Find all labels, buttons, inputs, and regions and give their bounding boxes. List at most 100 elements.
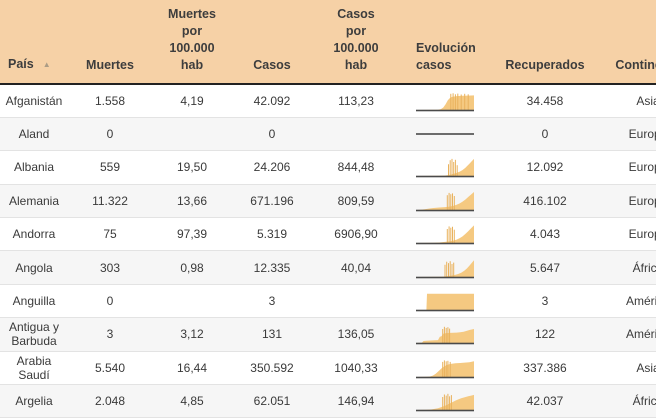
cell-evolucion	[400, 317, 480, 352]
sparkline-area	[416, 293, 474, 311]
cell-muertes: 11.322	[68, 184, 152, 219]
table-row: Anguilla033América	[0, 284, 656, 319]
cell-continente: Europa	[610, 217, 656, 252]
cell-evolucion	[400, 84, 480, 118]
sparkline-baseline	[416, 309, 474, 312]
column-header-label: País	[8, 57, 34, 71]
cell-muertes_100k: 4,85	[152, 384, 232, 419]
cell-evolucion	[400, 117, 480, 152]
sparkline-area	[416, 329, 474, 344]
cases-evolution-sparkline	[416, 133, 474, 135]
cell-recuperados: 12.092	[480, 150, 610, 185]
cell-casos_100k	[312, 117, 400, 152]
cell-pais: Afganistán	[0, 84, 68, 118]
cases-evolution-sparkline	[416, 93, 474, 112]
cell-pais: Antigua y Barbuda	[0, 317, 68, 352]
cell-muertes_100k: 19,50	[152, 150, 232, 185]
column-header-label: Recuperados	[505, 58, 585, 72]
cell-continente: Europa	[610, 117, 656, 152]
column-header-muertes[interactable]: Muertes	[68, 0, 152, 85]
column-header-muertes_100k[interactable]: Muertes por 100.000 hab	[152, 0, 232, 85]
cell-evolucion	[400, 184, 480, 219]
cell-casos: 5.319	[232, 217, 312, 252]
sparkline-baseline	[416, 376, 474, 379]
column-header-recuperados[interactable]: Recuperados	[480, 0, 610, 85]
cell-muertes_100k: 0,98	[152, 250, 232, 285]
sparkline-area	[416, 259, 474, 277]
cell-muertes_100k: 97,39	[152, 217, 232, 252]
column-header-evolucion[interactable]: Evolución casos	[400, 0, 480, 85]
cell-casos_100k: 113,23	[312, 84, 400, 118]
cell-evolucion	[400, 284, 480, 319]
cell-recuperados: 416.102	[480, 184, 610, 219]
cell-casos: 12.335	[232, 250, 312, 285]
cell-muertes: 2.048	[68, 384, 152, 419]
cell-pais: Angola	[0, 250, 68, 285]
cell-casos: 24.206	[232, 150, 312, 185]
cell-casos_100k: 136,05	[312, 317, 400, 352]
cell-evolucion	[400, 250, 480, 285]
cases-evolution-sparkline	[416, 394, 474, 412]
sparkline-baseline	[416, 409, 474, 412]
cell-continente: América	[610, 284, 656, 319]
cell-muertes: 5.540	[68, 351, 152, 386]
cases-evolution-sparkline	[416, 293, 474, 312]
sparkline-area	[416, 95, 474, 110]
sparkline-area	[416, 191, 474, 210]
cell-casos_100k: 146,94	[312, 384, 400, 419]
sparkline-area	[416, 225, 474, 244]
cell-pais: Aland	[0, 117, 68, 152]
column-header-pais[interactable]: País ▲	[0, 0, 68, 85]
sparkline-area	[416, 159, 474, 177]
column-header-continente[interactable]: Continente	[610, 0, 656, 85]
column-header-casos[interactable]: Casos	[232, 0, 312, 85]
cell-continente: Europa	[610, 184, 656, 219]
table-body: Afganistán 1.558 4,19 42.092 113,23 34.458 Asi…	[0, 84, 656, 419]
sort-ascending-icon: ▲	[42, 60, 51, 69]
cell-continente: África	[610, 384, 656, 419]
cell-recuperados: 34.458	[480, 84, 610, 118]
column-header-label: Muertes	[86, 58, 134, 72]
column-header-label: Evolución casos	[416, 41, 476, 72]
cell-muertes_100k	[152, 117, 232, 152]
column-header-casos_100k[interactable]: Casos por 100.000 hab	[312, 0, 400, 85]
cell-casos: 62.051	[232, 384, 312, 419]
cell-muertes: 303	[68, 250, 152, 285]
sparkline-baseline	[416, 133, 474, 135]
cell-continente: América	[610, 317, 656, 352]
cell-continente: Asia	[610, 84, 656, 118]
cell-pais: Albania	[0, 150, 68, 185]
cases-evolution-sparkline	[416, 360, 474, 379]
table-row: Afganistán 1.558 4,19 42.092 113,23 34.458 Asi…	[0, 84, 656, 118]
header-row: País ▲ Muertes Muertes por 100.000 hab Casos…	[0, 0, 656, 85]
cell-pais: Alemania	[0, 184, 68, 219]
table-row: Arabia Saudí 5.540 16,44 350.592 1040,33 337.…	[0, 351, 656, 386]
cell-recuperados: 42.037	[480, 384, 610, 419]
sparkline-area	[416, 361, 474, 377]
cell-casos_100k	[312, 284, 400, 319]
cell-evolucion	[400, 150, 480, 185]
cell-casos: 131	[232, 317, 312, 352]
sparkline-baseline	[416, 242, 474, 245]
cell-muertes_100k	[152, 284, 232, 319]
column-header-label: Casos	[253, 58, 291, 72]
column-header-label: Continente	[615, 58, 656, 72]
cell-continente: África	[610, 250, 656, 285]
cell-muertes: 3	[68, 317, 152, 352]
cell-pais: Arabia Saudí	[0, 351, 68, 386]
cell-evolucion	[400, 384, 480, 419]
cell-muertes: 0	[68, 117, 152, 152]
sparkline-baseline	[416, 209, 474, 212]
cell-muertes_100k: 16,44	[152, 351, 232, 386]
cell-muertes: 1.558	[68, 84, 152, 118]
cell-recuperados: 337.386	[480, 351, 610, 386]
cell-casos_100k: 6906,90	[312, 217, 400, 252]
table-row: Alemania 11.322 13,66 671.196 809,59 416.102 E…	[0, 184, 656, 219]
cell-casos: 671.196	[232, 184, 312, 219]
cases-evolution-sparkline	[416, 259, 474, 278]
